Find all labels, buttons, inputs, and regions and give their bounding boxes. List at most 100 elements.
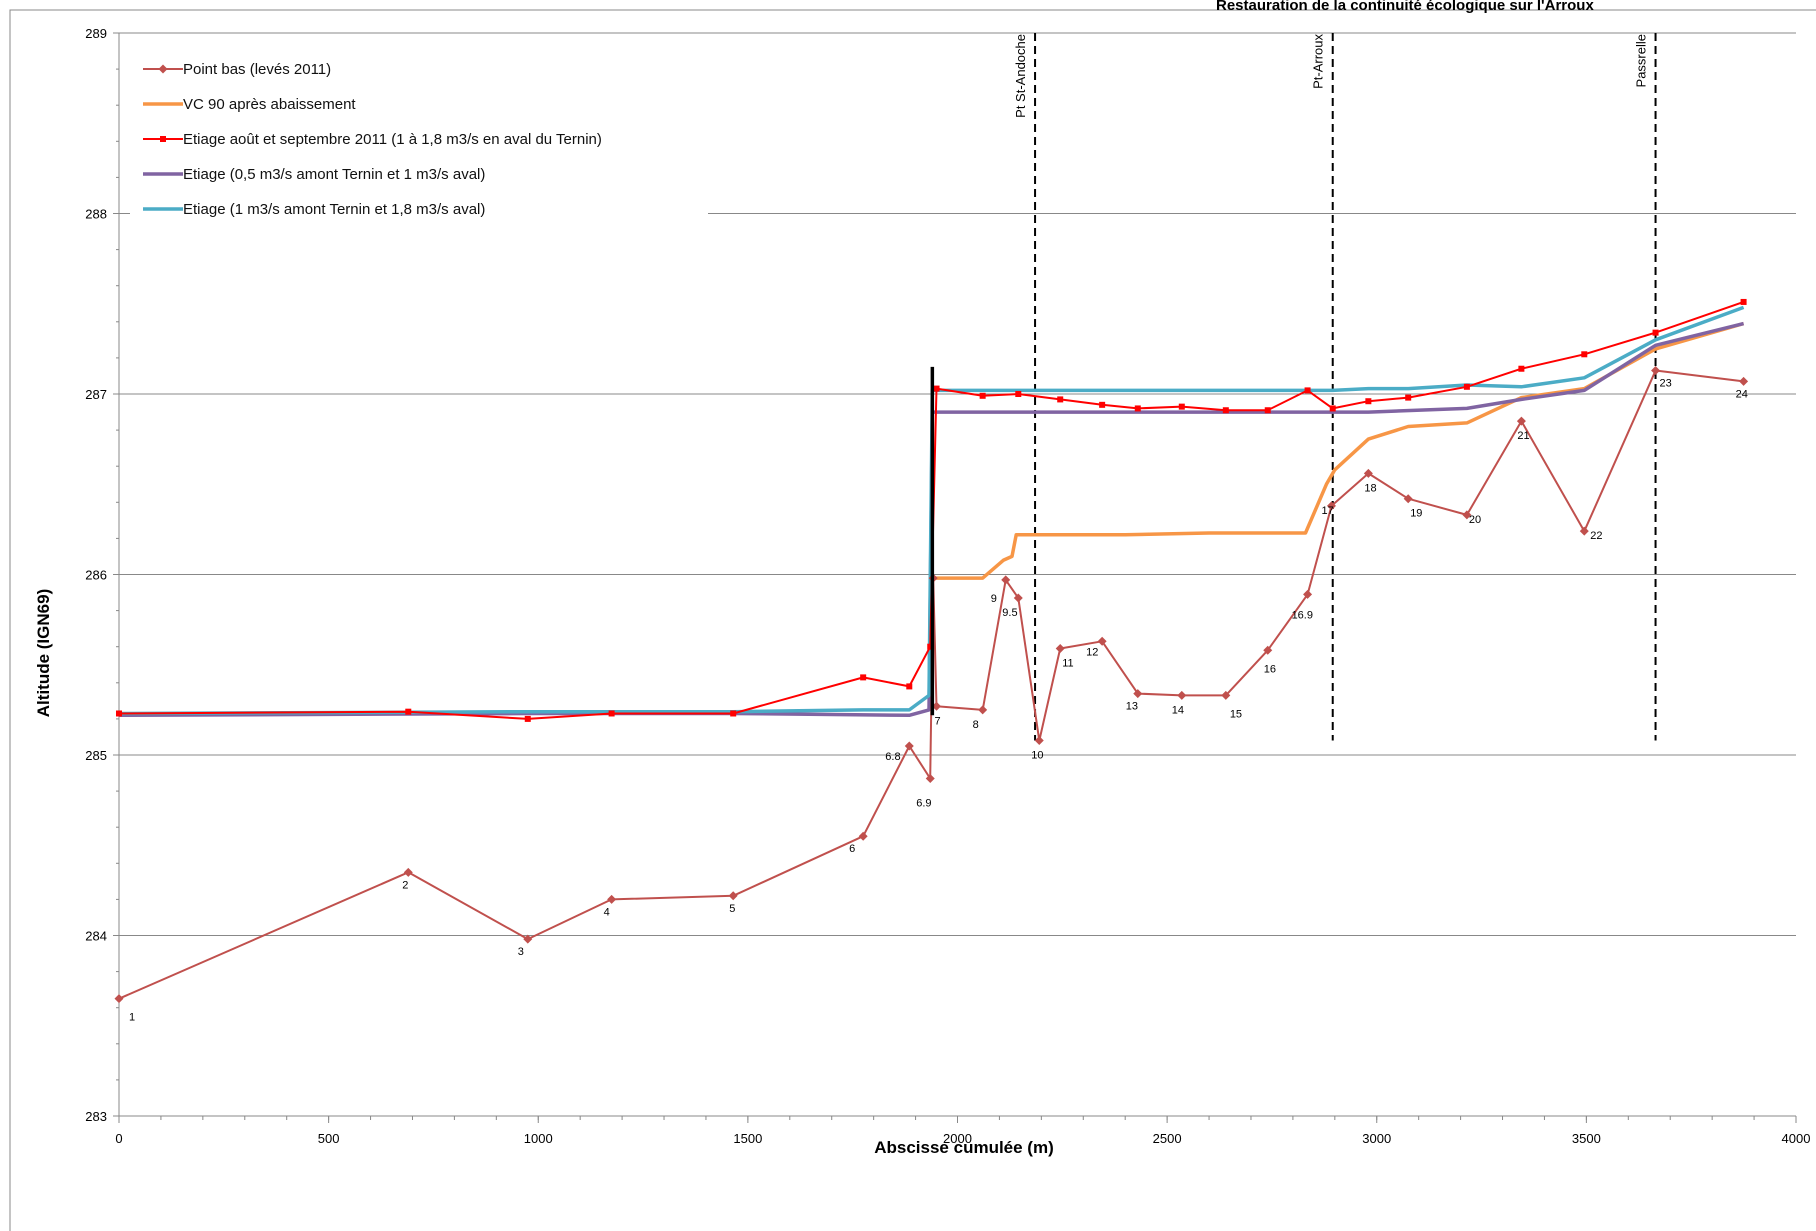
point-marker [1739,376,1749,386]
point-marker [1177,690,1187,700]
point-marker [1097,636,1107,646]
point-label: 9.5 [1002,607,1017,619]
point-label: 7 [935,715,941,727]
legend: Point bas (levés 2011) VC 90 après abaiss… [143,61,602,218]
point-label: 10 [1031,750,1043,762]
point-marker [1099,401,1106,408]
series-line-etiage-1-m3-s-amont-ternin-et-1-8-m3-s-aval [118,305,1745,716]
y-axis: 283 284 285 286 287 288 289 [85,26,120,1124]
point-marker [730,710,737,717]
x-tick-label: 1500 [733,1131,762,1146]
x-tick-label: 1000 [524,1131,553,1146]
point-marker [979,392,986,399]
point-label: 5 [729,903,735,915]
point-marker [114,994,124,1004]
point-label: 6.9 [916,797,931,809]
header-title: Restauration de la continuité écologique… [1216,0,1594,14]
x-tick-label: 2000 [943,1131,972,1146]
legend-label: Etiage (1 m3/s amont Ternin et 1,8 m3/s … [183,201,485,218]
x-axis: 0 500 1000 1500 2000 2500 3000 3500 4000 [115,1115,1811,1146]
point-marker [860,674,867,681]
point-label: 18 [1364,482,1376,494]
series-line-vc-90-apr-s-abaissement [933,321,1745,580]
legend-label: Etiage août et septembre 2011 (1 à 1,8 m… [183,131,602,148]
y-tick-label: 283 [85,1109,107,1124]
point-marker [1013,593,1023,603]
point-label: 23 [1660,378,1672,390]
point-marker [1303,589,1313,599]
point-marker [1001,575,1011,585]
point-marker [927,643,934,650]
point-label: 16 [1264,663,1276,675]
point-label: 3 [518,946,524,958]
point-marker [1363,468,1373,478]
x-tick-label: 500 [318,1131,340,1146]
point-marker [1326,501,1336,511]
point-label: 16.9 [1292,609,1313,621]
point-marker [1463,383,1470,390]
point-marker [1516,416,1526,426]
point-marker [906,683,913,690]
point-marker [858,831,868,841]
point-marker [1403,494,1413,504]
point-marker [1015,391,1022,397]
x-tick-label: 4000 [1782,1131,1811,1146]
point-marker [1263,645,1273,655]
x-tick-label: 2500 [1153,1131,1182,1146]
y-tick-label: 287 [85,387,107,402]
point-label: 13 [1126,701,1138,713]
x-tick-label: 3500 [1572,1131,1601,1146]
point-label: 24 [1736,388,1748,400]
point-marker [728,891,738,901]
y-tick-label: 289 [85,26,107,41]
point-marker [1304,387,1311,394]
point-label: 12 [1086,646,1098,658]
y-tick-label: 284 [85,929,107,944]
legend-marker [160,136,166,142]
marker-label-pt-st-andoche: Pt St-Andoche [1013,34,1028,118]
point-marker [1651,366,1661,376]
point-marker [1221,690,1231,700]
point-marker [403,867,413,877]
legend-label: VC 90 après abaissement [183,96,356,113]
point-marker [1222,407,1229,414]
point-marker [1057,396,1064,403]
point-marker [1034,736,1044,746]
point-marker [607,894,617,904]
y-tick-label: 285 [85,748,107,763]
point-marker [1652,329,1659,336]
point-label: 2 [402,879,408,891]
point-marker [1178,403,1185,410]
point-marker [1581,351,1588,358]
point-label: 9 [991,593,997,605]
point-marker [1055,644,1065,654]
point-marker [524,715,531,722]
point-label: 6.8 [885,751,900,763]
point-label: 22 [1590,530,1602,542]
y-axis-title: Altitude (IGN69) [34,589,53,717]
point-marker [1740,298,1747,305]
point-label: 14 [1172,704,1184,716]
point-label: 15 [1230,708,1242,720]
x-tick-label: 0 [115,1131,122,1146]
legend-marker [158,64,168,74]
point-marker [1134,405,1141,412]
point-marker [933,385,940,392]
legend-box [130,40,708,222]
plot-series [114,298,1749,1004]
x-tick-label: 3000 [1362,1131,1391,1146]
chart-border [9,9,1816,1231]
point-marker [978,705,988,715]
point-label: 19 [1410,508,1422,520]
point-label: 6 [849,843,855,855]
point-marker [1365,398,1372,405]
point-marker [1518,365,1525,372]
point-label: 8 [973,719,979,731]
point-marker [116,710,122,717]
marker-label-pt-arroux: Pt-Arroux [1311,34,1326,89]
point-marker [925,773,935,783]
point-marker [1405,394,1412,401]
y-tick-label: 286 [85,568,107,583]
